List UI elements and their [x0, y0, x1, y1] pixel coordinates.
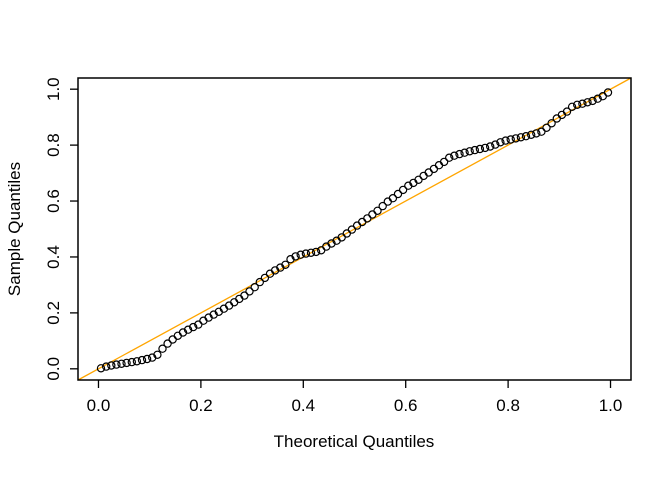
data-point — [101, 362, 111, 371]
data-point — [368, 210, 377, 219]
data-point — [486, 142, 495, 151]
plot-box — [77, 77, 632, 381]
data-point — [255, 277, 264, 287]
data-point — [163, 339, 172, 348]
data-point — [480, 143, 490, 153]
data-point — [475, 144, 485, 154]
data-point — [383, 197, 392, 206]
x-tick-label: 0.8 — [496, 396, 520, 415]
y-tick-label: 0.6 — [44, 189, 63, 213]
y-tick-label: 0.4 — [44, 245, 63, 269]
data-point — [137, 355, 147, 365]
data-point — [573, 100, 582, 110]
data-point — [173, 331, 182, 340]
data-point — [424, 168, 433, 177]
data-point — [578, 99, 587, 108]
data-point — [445, 153, 454, 162]
data-point — [465, 147, 474, 156]
data-point — [112, 360, 121, 369]
x-tick-label: 0.2 — [189, 396, 213, 415]
data-point — [311, 247, 321, 257]
data-point — [547, 119, 556, 128]
data-point — [460, 148, 469, 157]
data-point — [122, 358, 131, 368]
data-point — [398, 185, 408, 195]
reference-line-group — [77, 77, 632, 381]
data-point — [107, 361, 116, 370]
data-point — [142, 354, 152, 364]
data-points-group — [96, 88, 613, 373]
data-point — [501, 136, 510, 145]
x-axis-title: Theoretical Quantiles — [274, 432, 435, 451]
data-point — [439, 157, 449, 167]
x-tick-label: 0.0 — [87, 396, 111, 415]
data-point — [516, 133, 526, 142]
y-axis: 0.0 0.2 0.4 0.6 0.8 1.0 — [44, 77, 78, 381]
y-tick-label: 1.0 — [44, 77, 63, 101]
x-tick-label: 1.0 — [599, 396, 623, 415]
data-point — [301, 249, 311, 258]
x-tick-label: 0.4 — [291, 396, 315, 415]
data-point — [583, 98, 592, 107]
data-point — [250, 283, 259, 292]
data-point — [521, 131, 531, 141]
data-point — [532, 129, 541, 138]
x-axis: 0.0 0.2 0.4 0.6 0.8 1.0 — [87, 380, 623, 415]
data-point — [393, 189, 403, 199]
y-axis-title: Sample Quantiles — [5, 162, 24, 296]
x-tick-label: 0.6 — [394, 396, 418, 415]
data-point — [496, 138, 505, 147]
y-tick-label: 0.8 — [44, 133, 63, 157]
data-point — [158, 344, 167, 353]
data-point — [296, 250, 305, 259]
data-point — [373, 206, 382, 215]
data-point — [506, 135, 515, 144]
data-point — [363, 214, 372, 223]
data-point — [593, 94, 602, 103]
data-point — [153, 350, 162, 359]
data-point — [183, 325, 193, 334]
data-point — [588, 96, 597, 106]
data-point — [450, 151, 459, 160]
data-point — [347, 225, 357, 234]
data-point — [511, 134, 521, 143]
data-point — [388, 193, 398, 203]
data-point — [260, 273, 270, 283]
data-point — [562, 107, 572, 116]
data-point — [378, 201, 387, 211]
data-point — [455, 149, 464, 159]
data-point — [245, 287, 254, 296]
reference-line — [77, 77, 632, 381]
data-point — [240, 291, 249, 300]
data-point — [603, 88, 613, 97]
data-point — [542, 123, 551, 133]
data-point — [567, 102, 577, 112]
data-point — [291, 252, 300, 261]
data-point — [188, 322, 198, 332]
data-point — [429, 164, 439, 174]
data-point — [419, 171, 428, 181]
data-point — [168, 335, 177, 344]
data-point — [132, 357, 142, 366]
data-point — [127, 357, 136, 367]
data-point — [527, 130, 536, 139]
y-tick-label: 0.0 — [44, 357, 63, 381]
data-point — [281, 260, 290, 269]
data-point — [491, 140, 500, 149]
data-point — [306, 248, 316, 257]
data-point — [470, 145, 479, 155]
data-point — [96, 364, 106, 373]
data-point — [117, 359, 126, 368]
y-tick-label: 0.2 — [44, 301, 63, 325]
